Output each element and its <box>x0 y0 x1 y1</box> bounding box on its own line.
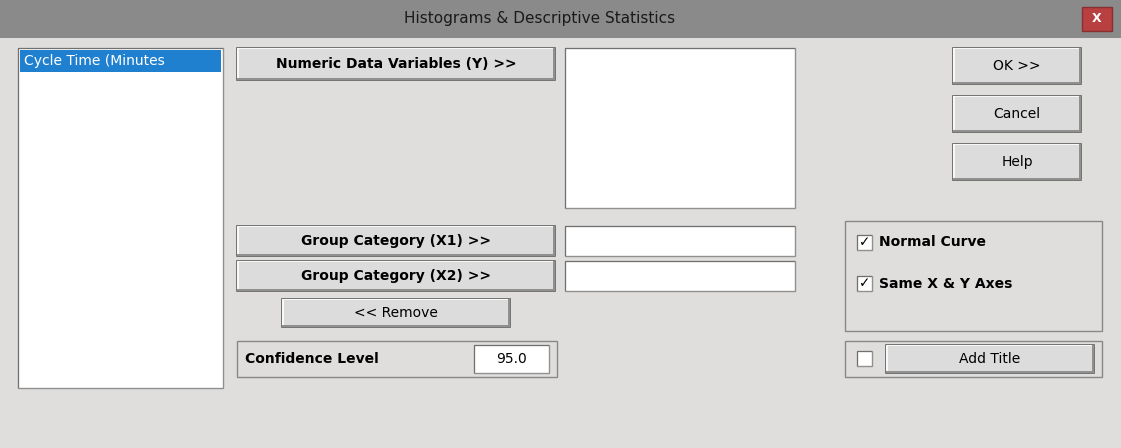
Bar <box>856 352 872 366</box>
Bar <box>1080 96 1081 132</box>
Bar <box>1080 48 1081 84</box>
Bar <box>18 48 223 49</box>
Bar <box>237 254 555 256</box>
Bar <box>953 48 954 84</box>
Bar <box>845 221 1102 331</box>
Bar <box>953 82 1081 84</box>
Text: Histograms & Descriptive Statistics: Histograms & Descriptive Statistics <box>405 12 676 26</box>
Bar <box>237 289 555 291</box>
Bar <box>1082 7 1112 31</box>
Text: Group Category (X1) >>: Group Category (X1) >> <box>302 234 491 248</box>
Bar <box>237 261 555 263</box>
Bar <box>282 299 284 327</box>
Bar <box>237 48 239 80</box>
Bar <box>237 261 239 291</box>
Bar <box>856 276 872 277</box>
Bar <box>856 276 872 291</box>
Text: Add Title: Add Title <box>960 352 1020 366</box>
Bar <box>953 96 954 132</box>
Text: 95.0: 95.0 <box>497 352 527 366</box>
Bar <box>565 48 795 208</box>
Text: OK >>: OK >> <box>993 59 1040 73</box>
Bar <box>886 345 1094 373</box>
Text: Confidence Level: Confidence Level <box>245 352 379 366</box>
Text: ✓: ✓ <box>859 276 870 290</box>
Bar <box>565 48 795 49</box>
Bar <box>856 235 872 236</box>
Bar <box>474 345 549 373</box>
Bar <box>237 226 555 256</box>
Bar <box>282 299 510 327</box>
Bar <box>953 178 1081 180</box>
Bar <box>553 48 555 80</box>
Bar <box>237 48 555 80</box>
Bar <box>1080 144 1081 180</box>
Bar <box>565 261 795 262</box>
Bar <box>856 235 872 250</box>
Text: X: X <box>1092 13 1102 26</box>
Bar <box>856 352 872 353</box>
Bar <box>953 144 954 180</box>
Bar <box>237 341 557 377</box>
Bar <box>1092 345 1094 373</box>
Bar <box>553 226 555 256</box>
Bar <box>953 96 1081 132</box>
Bar <box>18 48 223 388</box>
Bar <box>237 226 555 228</box>
Bar <box>953 144 1081 146</box>
Text: Group Category (X2) >>: Group Category (X2) >> <box>302 269 491 283</box>
Bar <box>886 371 1094 373</box>
Bar <box>508 299 510 327</box>
Text: Same X & Y Axes: Same X & Y Axes <box>879 276 1012 290</box>
Bar <box>237 48 555 49</box>
Bar <box>20 50 221 72</box>
Bar <box>237 226 239 256</box>
Bar <box>0 0 1121 38</box>
Bar <box>553 261 555 291</box>
Bar <box>953 144 1081 180</box>
Bar <box>282 325 510 327</box>
Bar <box>886 345 1094 346</box>
Bar <box>565 226 795 227</box>
Bar <box>565 261 795 291</box>
Bar <box>565 226 795 256</box>
Bar <box>953 48 1081 84</box>
Text: ✓: ✓ <box>859 236 870 250</box>
Bar <box>282 299 510 301</box>
Bar <box>474 345 549 346</box>
Bar <box>237 261 555 291</box>
Bar <box>886 345 888 373</box>
Text: << Remove: << Remove <box>354 306 438 320</box>
Text: Normal Curve: Normal Curve <box>879 236 986 250</box>
Bar <box>953 48 1081 49</box>
Text: Cancel: Cancel <box>993 107 1040 121</box>
Bar <box>953 96 1081 98</box>
Text: Numeric Data Variables (Y) >>: Numeric Data Variables (Y) >> <box>276 57 517 71</box>
Bar <box>845 341 1102 377</box>
Text: Help: Help <box>1001 155 1032 169</box>
Bar <box>953 130 1081 132</box>
Text: Cycle Time (Minutes: Cycle Time (Minutes <box>24 54 165 68</box>
Bar <box>237 78 555 80</box>
